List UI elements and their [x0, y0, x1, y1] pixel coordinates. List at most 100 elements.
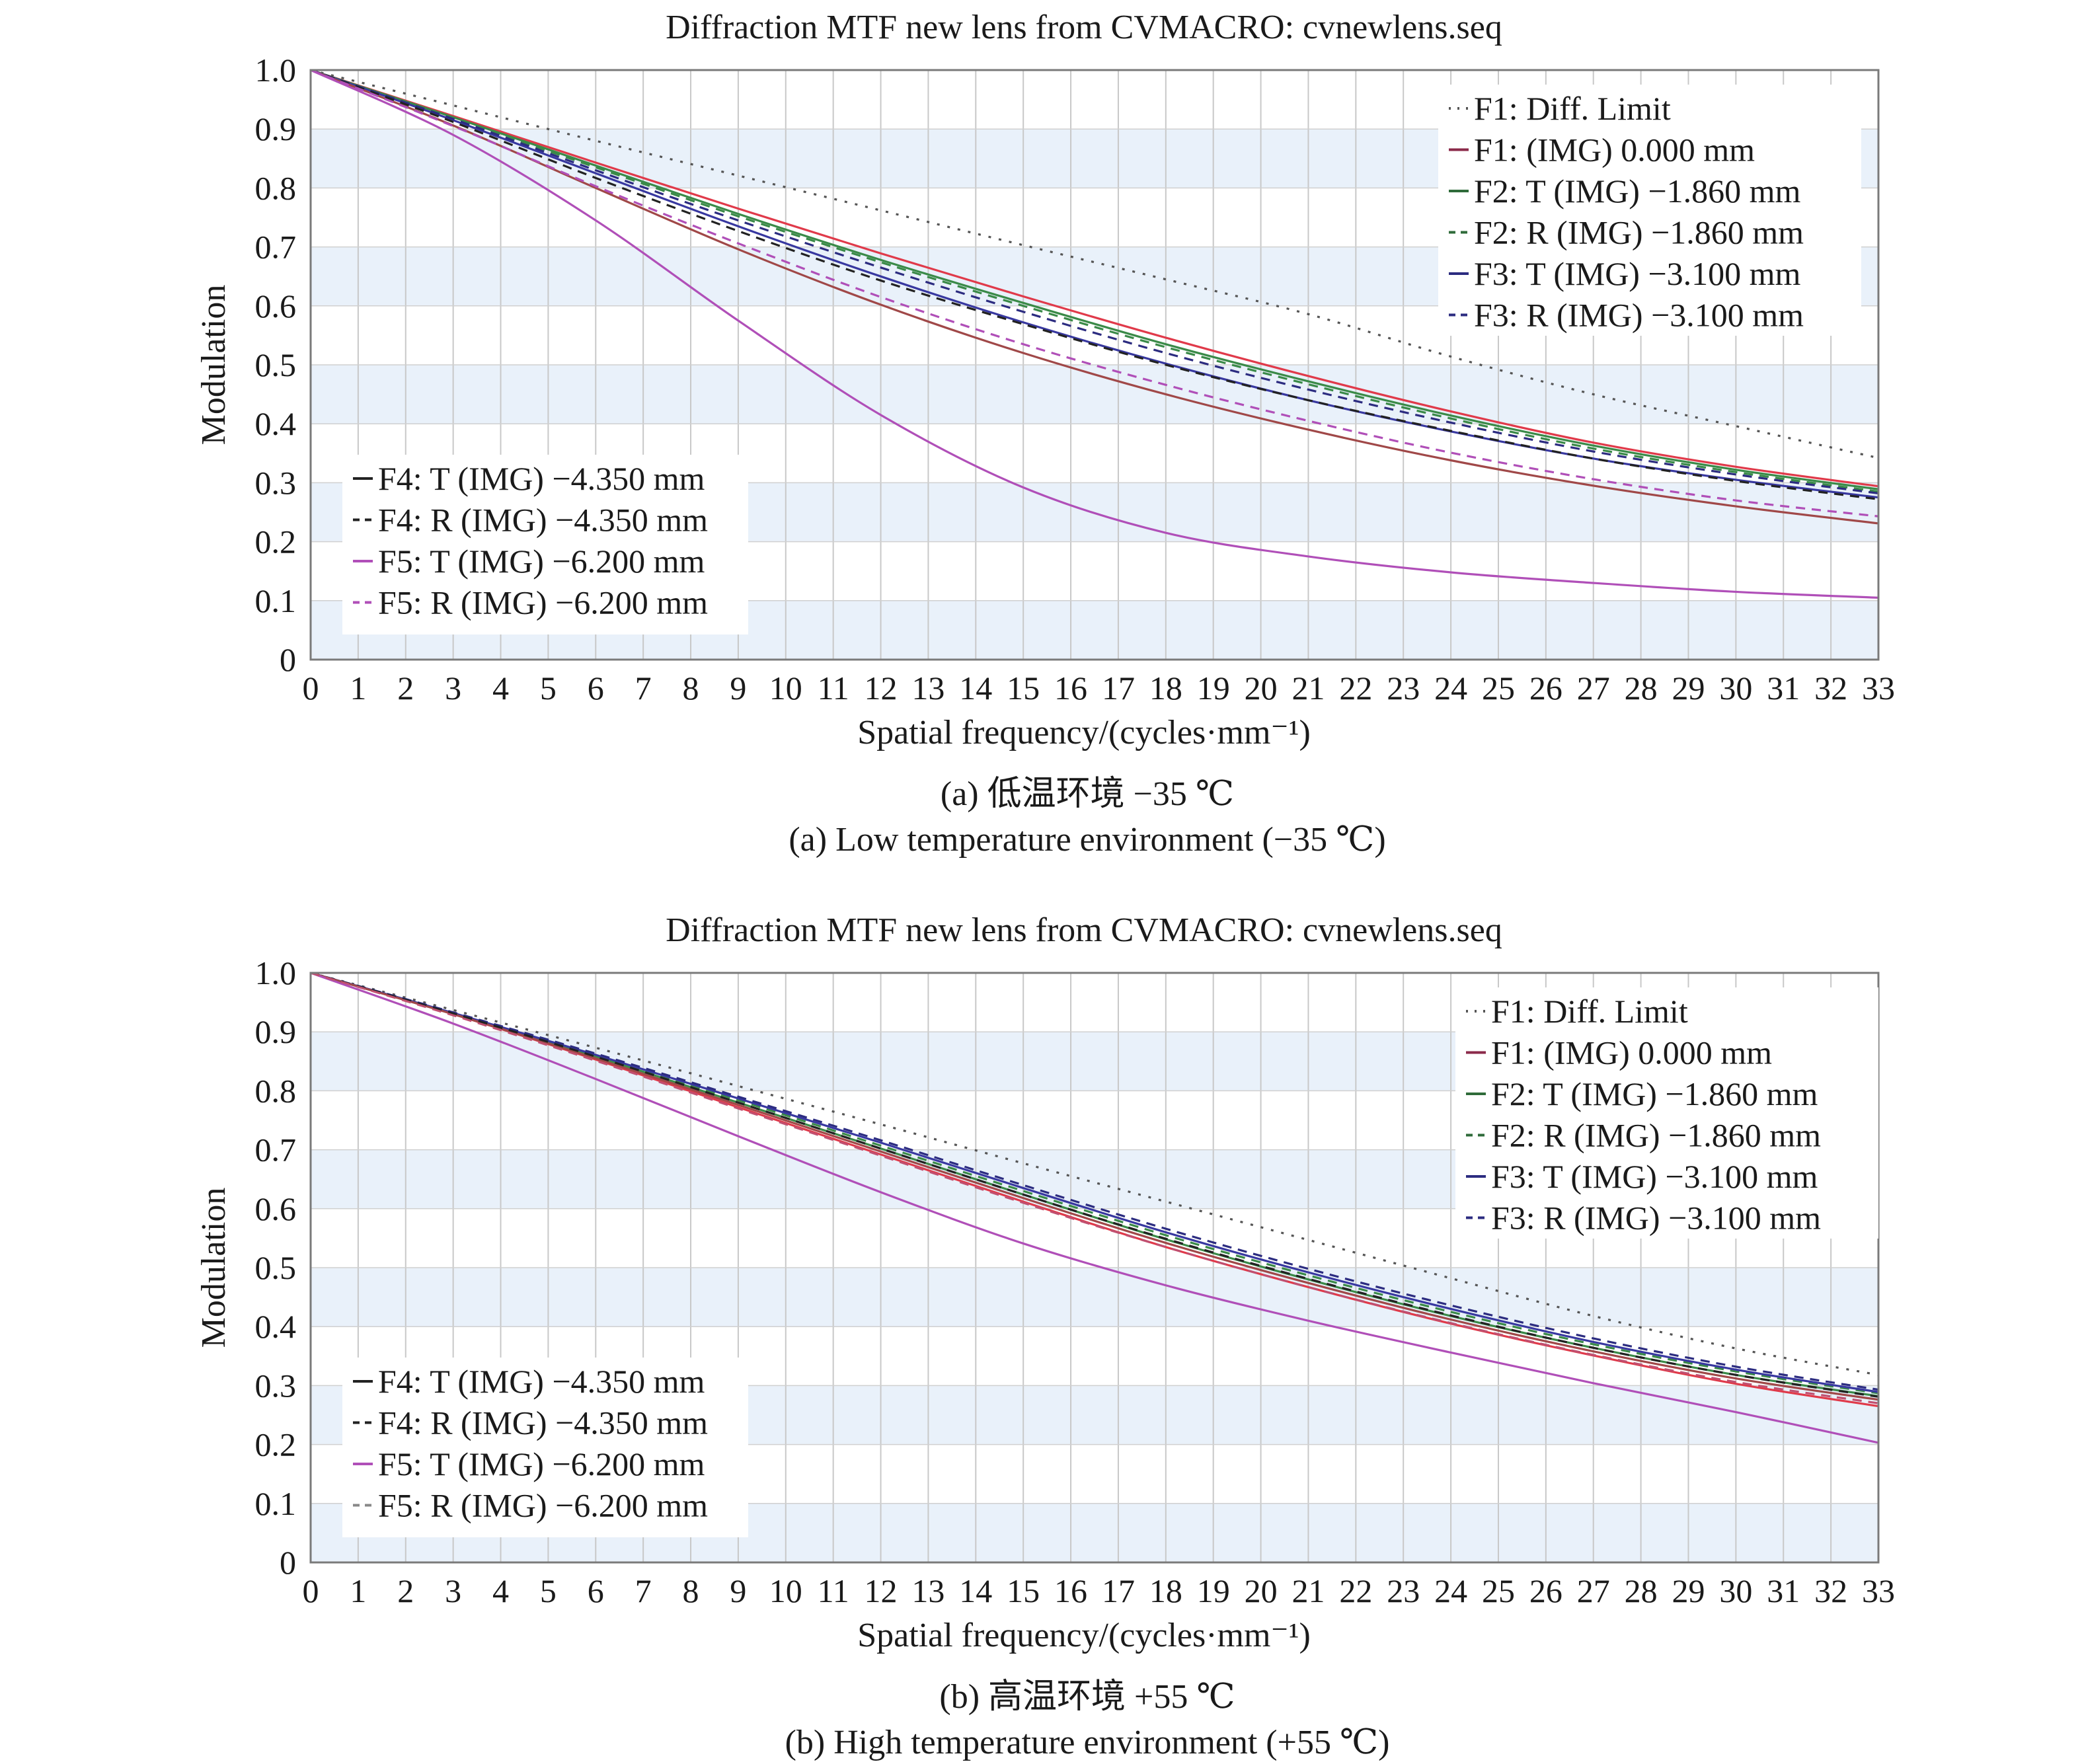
legend-background	[342, 1358, 748, 1537]
y-axis-label: Modulation	[195, 285, 233, 445]
x-tick-label: 8	[683, 1572, 699, 1609]
legend-background	[1438, 85, 1861, 336]
x-tick-label: 25	[1482, 670, 1515, 707]
caption-en: (b) High temperature environment (+55 ℃)	[785, 1724, 1390, 1761]
series-lines	[310, 972, 1879, 1444]
x-tick-label: 24	[1434, 1572, 1467, 1609]
series-line	[310, 972, 1879, 1444]
legend-label: F1: (IMG) 0.000 mm	[1474, 132, 1755, 169]
x-tick-label: 26	[1529, 670, 1562, 707]
y-tick-label: 0.2	[255, 1426, 297, 1463]
x-tick-label: 19	[1197, 670, 1230, 707]
legend-label: F5: R (IMG) −6.200 mm	[378, 1487, 708, 1524]
series-line	[310, 972, 1879, 1401]
x-tick-label: 25	[1482, 1572, 1515, 1609]
series-line	[310, 972, 1879, 1376]
x-tick-labels: 0 1 2 3 4 5 6 7 8 9 10 11 12 13 14 15 16 17 18 19 20 21 22 23 24…	[303, 1572, 1896, 1609]
y-tick-label: 1.0	[255, 52, 297, 89]
y-axis-label: Modulation	[195, 1188, 233, 1348]
x-axis-label: Spatial frequency/(cycles·mm⁻¹)	[857, 1617, 1311, 1654]
x-tick-label: 6	[588, 670, 604, 707]
x-tick-label: 14	[959, 1572, 992, 1609]
y-tick-label: 0.2	[255, 523, 297, 560]
series-line	[310, 69, 1879, 599]
legend-background	[342, 455, 748, 634]
x-tick-label: 9	[730, 1572, 746, 1609]
caption-en: (a) Low temperature environment (−35 ℃)	[789, 821, 1385, 859]
x-tick-label: 30	[1719, 1572, 1752, 1609]
x-axis-label: Spatial frequency/(cycles·mm⁻¹)	[857, 714, 1311, 751]
x-tick-label: 8	[683, 670, 699, 707]
x-tick-label: 15	[1007, 1572, 1040, 1609]
y-tick-label: 0.1	[255, 582, 297, 619]
x-tick-label: 5	[540, 1572, 557, 1609]
x-tick-label: 29	[1672, 670, 1705, 707]
caption-cn: (a) 低温环境 −35 ℃	[941, 775, 1234, 813]
y-tick-label: 0.7	[255, 229, 297, 266]
x-tick-label: 28	[1625, 1572, 1658, 1609]
series-line	[310, 69, 1879, 459]
series-line	[310, 69, 1879, 500]
x-tick-label: 31	[1767, 670, 1800, 707]
x-tick-label: 26	[1529, 1572, 1562, 1609]
plot-frame	[309, 69, 1880, 661]
legend-label: F3: R (IMG) −3.100 mm	[1491, 1200, 1821, 1237]
y-tick-label: 0.9	[255, 110, 297, 147]
x-tick-label: 12	[865, 1572, 898, 1609]
y-tick-label: 0.3	[255, 464, 297, 501]
x-tick-label: 32	[1814, 670, 1847, 707]
y-tick-label: 0.4	[255, 1308, 297, 1345]
chart-title: Diffraction MTF new lens from CVMACRO: c…	[666, 911, 1502, 949]
series-lines	[310, 69, 1879, 599]
y-tick-label: 0	[280, 1544, 296, 1581]
x-tick-label: 19	[1197, 1572, 1230, 1609]
series-line	[310, 69, 1879, 490]
x-tick-label: 1	[350, 1572, 366, 1609]
x-tick-label: 6	[588, 1572, 604, 1609]
x-tick-label: 9	[730, 670, 746, 707]
x-tick-label: 27	[1577, 670, 1610, 707]
legend-label: F1: (IMG) 0.000 mm	[1491, 1034, 1772, 1071]
x-tick-label: 0	[303, 1572, 319, 1609]
series-line	[310, 972, 1879, 1393]
legend-label: F4: R (IMG) −4.350 mm	[378, 502, 708, 539]
y-tick-label: 0.1	[255, 1485, 297, 1522]
legend-label: F5: T (IMG) −6.200 mm	[378, 543, 705, 580]
y-tick-label: 0.5	[255, 346, 297, 383]
x-tick-label: 22	[1339, 670, 1372, 707]
legend-label: F3: T (IMG) −3.100 mm	[1491, 1158, 1818, 1195]
x-tick-label: 3	[445, 1572, 461, 1609]
x-tick-label: 4	[492, 1572, 509, 1609]
x-tick-label: 20	[1245, 670, 1278, 707]
legend-label: F1: Diff. Limit	[1474, 90, 1671, 127]
band	[311, 1268, 1878, 1327]
legend-top-right: F1: Diff. Limit F1: (IMG) 0.000 mm F2: T (…	[1455, 987, 1878, 1239]
x-tick-label: 23	[1387, 1572, 1420, 1609]
x-tick-label: 11	[818, 1572, 849, 1609]
series-line	[310, 972, 1879, 1398]
y-tick-label: 0.8	[255, 169, 297, 206]
series-line	[310, 69, 1879, 488]
x-tick-label: 29	[1672, 1572, 1705, 1609]
x-tick-label: 30	[1719, 670, 1752, 707]
x-tick-label: 32	[1814, 1572, 1847, 1609]
x-tick-label: 20	[1245, 1572, 1278, 1609]
x-tick-label: 24	[1434, 670, 1467, 707]
series-line	[310, 972, 1879, 1404]
y-tick-label: 0	[280, 641, 296, 678]
series-line	[310, 69, 1879, 525]
caption-cn: (b) 高温环境 +55 ℃	[939, 1678, 1235, 1716]
legend-bottom-left: F4: T (IMG) −4.350 mm F4: R (IMG) −4.350 …	[342, 455, 748, 634]
x-tick-label: 21	[1292, 670, 1325, 707]
legend-label: F4: T (IMG) −4.350 mm	[378, 460, 705, 497]
x-tick-label: 17	[1102, 670, 1135, 707]
x-tick-label: 3	[445, 670, 461, 707]
x-tick-label: 16	[1054, 1572, 1087, 1609]
x-tick-label: 23	[1387, 670, 1420, 707]
legend-label: F3: R (IMG) −3.100 mm	[1474, 297, 1804, 334]
y-tick-label: 0.9	[255, 1013, 297, 1050]
legend-label: F5: R (IMG) −6.200 mm	[378, 584, 708, 621]
